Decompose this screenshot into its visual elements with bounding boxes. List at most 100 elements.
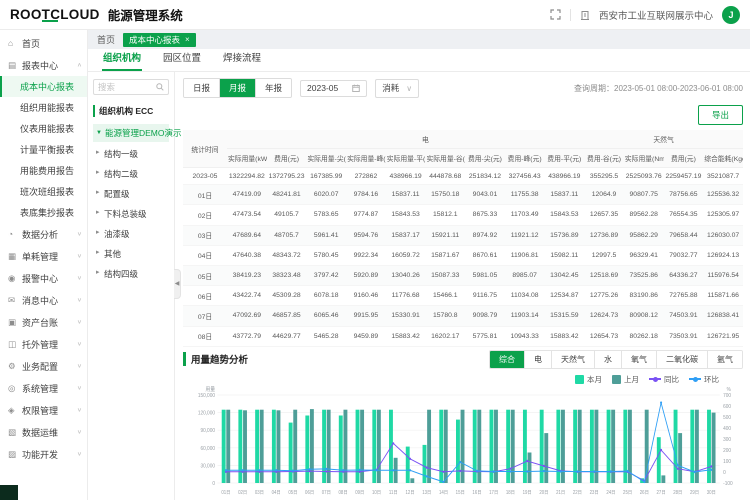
report-type-月报[interactable]: 月报 — [220, 79, 256, 97]
sidebar-item-label: 数据运维 — [22, 426, 58, 439]
tree-item-油漆级[interactable]: 油漆级 — [93, 224, 169, 244]
legend-item-同比[interactable]: 同比 — [649, 374, 679, 385]
table-row: 03日47689.6448705.75961.419594.7615837.17… — [183, 225, 743, 245]
sidebar-collapse-button[interactable] — [0, 485, 18, 500]
tree-search[interactable] — [93, 79, 169, 95]
table-cell: 2259457.19 — [664, 168, 704, 185]
energy-type-综合[interactable]: 综合 — [490, 351, 525, 368]
table-cell: 49105.7 — [267, 205, 307, 225]
table-cell: 48241.81 — [267, 185, 307, 205]
sidebar-subitem-班次班组报表[interactable]: 班次班组报表 — [0, 181, 87, 202]
sidebar-item-资产台账[interactable]: ▣资产台账∨ — [0, 311, 87, 333]
fullscreen-icon[interactable] — [550, 9, 561, 20]
table-cell: 438966.19 — [545, 168, 585, 185]
table-cell: 15871.67 — [425, 245, 465, 265]
sidebar: ⌂首页▤报表中心∧成本中心报表组织用能报表仪表用能报表计量平衡报表用能费用报告班… — [0, 30, 88, 500]
sidebar-subitem-计量平衡报表[interactable]: 计量平衡报表 — [0, 139, 87, 160]
chevron-down-icon: ∨ — [77, 253, 82, 259]
sidebar-item-报表中心[interactable]: ▤报表中心∧ — [0, 54, 87, 76]
tree-node-selected[interactable]: ▼ 能源管理DEMO演示 — [93, 124, 169, 142]
table-cell: 11903.14 — [505, 306, 545, 326]
sidebar-subitem-成本中心报表[interactable]: 成本中心报表 — [0, 76, 87, 97]
breadcrumb-tag-cost-report[interactable]: 成本中心报表 × — [123, 33, 196, 47]
sidebar-item-功能开发[interactable]: ▨功能开发∨ — [0, 443, 87, 465]
table-cell: 5465.28 — [306, 326, 346, 346]
table-cell: 47473.54 — [227, 205, 267, 225]
table-column-header: 实际用量-尖(kWh) — [306, 149, 346, 168]
tree-item-配置级[interactable]: 配置级 — [93, 184, 169, 204]
sidebar-item-托外管理[interactable]: ◫托外管理∨ — [0, 333, 87, 355]
table-cell: 73525.86 — [624, 265, 664, 285]
energy-type-电[interactable]: 电 — [525, 351, 552, 368]
metric-select[interactable]: 消耗 ∨ — [375, 79, 419, 98]
sidebar-item-业务配置[interactable]: ⚙业务配置∨ — [0, 355, 87, 377]
tab-园区位置[interactable]: 园区位置 — [162, 50, 202, 71]
sidebar-item-报警中心[interactable]: ◉报警中心∨ — [0, 267, 87, 289]
tab-焊接流程[interactable]: 焊接流程 — [222, 50, 262, 71]
table-cell: 12654.73 — [584, 326, 624, 346]
energy-type-氩气[interactable]: 氩气 — [708, 351, 742, 368]
energy-type-水[interactable]: 水 — [595, 351, 622, 368]
close-icon[interactable]: × — [185, 35, 190, 44]
sidebar-item-权限管理[interactable]: ◈权限管理∨ — [0, 399, 87, 421]
panel-collapse-handle[interactable]: ◀ — [174, 269, 181, 299]
energy-type-天然气[interactable]: 天然气 — [552, 351, 595, 368]
table-cell: 327456.43 — [505, 168, 545, 185]
legend-item-本月[interactable]: 本月 — [575, 374, 602, 385]
sidebar-item-数据运维[interactable]: ▧数据运维∨ — [0, 421, 87, 443]
energy-type-氧气[interactable]: 氧气 — [622, 351, 657, 368]
sidebar-item-系统管理[interactable]: ◎系统管理∨ — [0, 377, 87, 399]
sidebar-subitem-组织用能报表[interactable]: 组织用能报表 — [0, 97, 87, 118]
tree-item-下料总装级[interactable]: 下料总装级 — [93, 204, 169, 224]
row-date: 06日 — [183, 286, 227, 306]
sidebar-item-首页[interactable]: ⌂首页 — [0, 32, 87, 54]
search-input[interactable] — [98, 82, 150, 92]
table-cell: 79032.77 — [664, 245, 704, 265]
table-cell: 5775.81 — [465, 326, 505, 346]
row-date: 02日 — [183, 205, 227, 225]
svg-text:0: 0 — [212, 480, 215, 486]
table-cell: 74503.91 — [664, 306, 704, 326]
tree-item-结构二级[interactable]: 结构二级 — [93, 164, 169, 184]
sidebar-subitem-仪表用能报表[interactable]: 仪表用能报表 — [0, 118, 87, 139]
breadcrumb-home[interactable]: 首页 — [97, 33, 115, 46]
report-type-日报[interactable]: 日报 — [184, 79, 220, 97]
tree-item-结构四级[interactable]: 结构四级 — [93, 264, 169, 284]
table-cell: 38419.23 — [227, 265, 267, 285]
tab-组织机构[interactable]: 组织机构 — [102, 50, 142, 71]
svg-text:11日: 11日 — [389, 489, 398, 495]
svg-text:04日: 04日 — [272, 489, 281, 495]
table-cell: 126030.07 — [703, 225, 743, 245]
table-cell: 5961.41 — [306, 225, 346, 245]
avatar[interactable]: J — [722, 6, 740, 24]
svg-text:27日: 27日 — [657, 489, 666, 495]
sidebar-subitem-表底集抄报表[interactable]: 表底集抄报表 — [0, 202, 87, 223]
legend-label: 本月 — [587, 374, 602, 385]
sidebar-item-消息中心[interactable]: ✉消息中心∨ — [0, 289, 87, 311]
export-button[interactable]: 导出 — [698, 105, 743, 125]
sidebar-subitem-用能费用报告[interactable]: 用能费用报告 — [0, 160, 87, 181]
legend-item-上月[interactable]: 上月 — [612, 374, 639, 385]
tree-item-结构一级[interactable]: 结构一级 — [93, 144, 169, 164]
table-cell: 15883.42 — [545, 326, 585, 346]
table-cell: 12534.87 — [545, 286, 585, 306]
month-picker[interactable]: 2023-05 — [300, 80, 367, 97]
org-name[interactable]: 西安市工业互联网展示中心 — [599, 8, 713, 22]
table-column-header: 综合能耗(Kgce) — [703, 149, 743, 168]
legend-item-环比[interactable]: 环比 — [689, 374, 719, 385]
table-cell: 12775.26 — [584, 286, 624, 306]
svg-text:10日: 10日 — [372, 489, 381, 495]
table-cell: 125536.32 — [703, 185, 743, 205]
svg-text:17日: 17日 — [489, 489, 498, 495]
report-type-年报[interactable]: 年报 — [256, 79, 291, 97]
table-cell: 15982.11 — [545, 245, 585, 265]
table-cell: 43422.74 — [227, 286, 267, 306]
sidebar-item-数据分析[interactable]: ◔数据分析∨ — [0, 223, 87, 245]
table-cell: 15812.1 — [425, 205, 465, 225]
chevron-down-icon: ∨ — [77, 385, 82, 391]
tree-item-其他[interactable]: 其他 — [93, 244, 169, 264]
energy-type-二氧化碳[interactable]: 二氧化碳 — [657, 351, 708, 368]
cost-table: 统计时间电天然气实际用量(kWh)费用(元)实际用量-尖(kWh)实际用量-峰(… — [183, 130, 743, 347]
sidebar-item-单耗管理[interactable]: ▦单耗管理∨ — [0, 245, 87, 267]
table-cell: 9922.34 — [346, 245, 386, 265]
